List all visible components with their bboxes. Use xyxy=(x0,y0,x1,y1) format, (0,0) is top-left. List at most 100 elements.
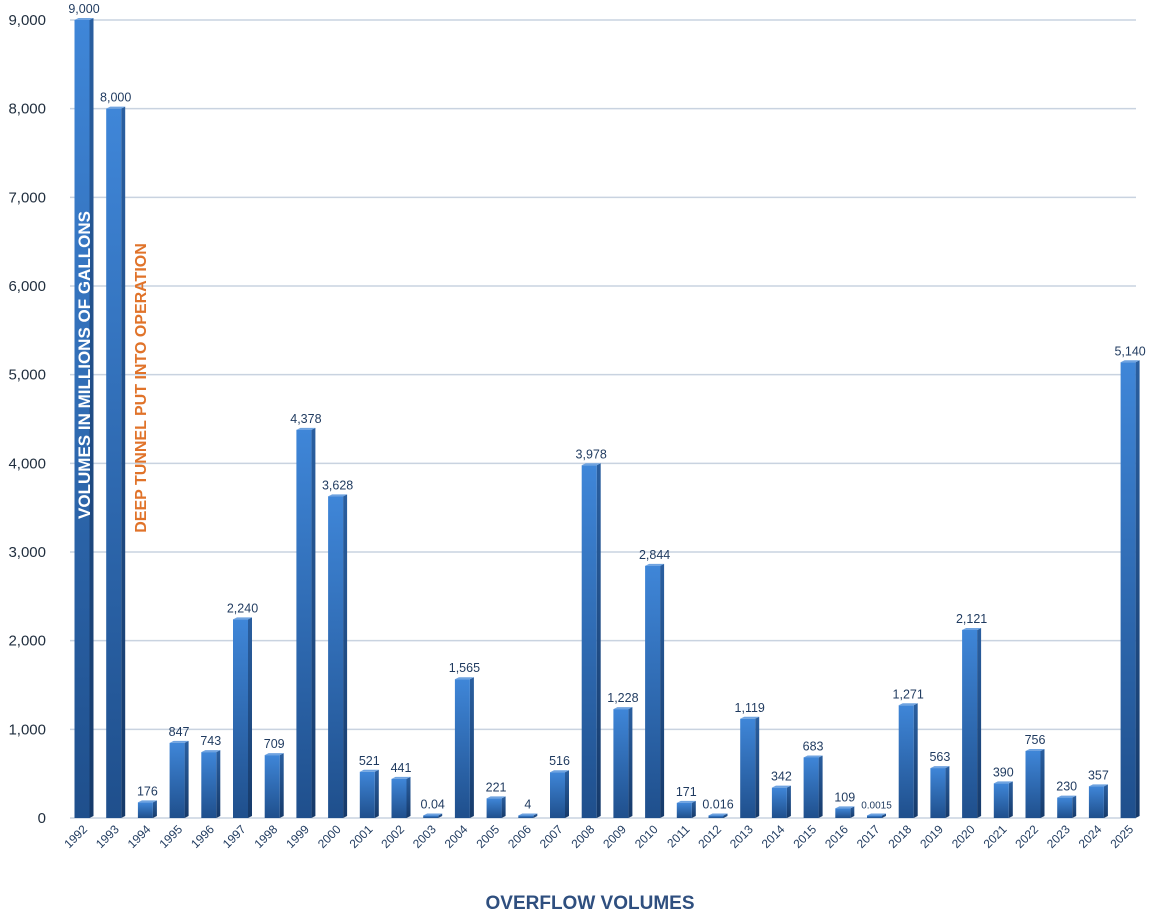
bar-top xyxy=(169,740,189,743)
x-tick-label: 1992 xyxy=(61,822,90,851)
x-tick-label: 1996 xyxy=(188,822,217,851)
bar-front xyxy=(993,783,1009,818)
bar-2012: 0.016 xyxy=(702,798,734,818)
bar-top xyxy=(613,707,633,710)
bar-top xyxy=(835,806,855,809)
bar-side xyxy=(279,753,284,818)
bar-front xyxy=(550,772,565,818)
data-label: 221 xyxy=(486,780,507,794)
y-tick-label: 9,000 xyxy=(8,12,46,29)
bar-front xyxy=(328,496,344,818)
data-label: 1,119 xyxy=(735,701,765,715)
bar-top xyxy=(328,494,348,497)
data-label: 5,140 xyxy=(1114,344,1145,358)
bar-2007: 516 xyxy=(549,754,570,818)
bar-top xyxy=(486,796,506,799)
bar-top xyxy=(518,813,538,816)
bar-front xyxy=(518,815,534,818)
bar-front xyxy=(137,802,153,818)
bar-side xyxy=(945,766,950,818)
x-tick-label: 2015 xyxy=(790,822,819,851)
bar-side xyxy=(216,750,221,818)
bar-top xyxy=(106,106,126,109)
x-tick-label: 2019 xyxy=(917,822,946,851)
x-tick-label: 2002 xyxy=(378,822,407,851)
bar-1996: 743 xyxy=(200,734,221,818)
bar-2024: 357 xyxy=(1088,768,1109,818)
data-label: 3,978 xyxy=(576,447,607,461)
bar-2018: 1,271 xyxy=(893,687,924,818)
bar-top xyxy=(550,770,569,773)
bar-side xyxy=(374,769,379,818)
x-tick-label: 2005 xyxy=(473,822,502,851)
x-tick-label: 2009 xyxy=(600,822,629,851)
x-tick-label: 1998 xyxy=(252,822,281,851)
bar-front xyxy=(771,787,787,818)
bar-front xyxy=(1120,362,1136,818)
bar-top xyxy=(1120,360,1140,363)
x-tick-label: 1993 xyxy=(93,822,122,851)
data-label: 683 xyxy=(803,739,824,753)
bar-front xyxy=(169,742,185,818)
bar-side xyxy=(1072,795,1077,818)
bar-front xyxy=(391,778,407,818)
x-tick-label: 2017 xyxy=(854,822,883,851)
bar-front xyxy=(581,465,597,818)
bar-side xyxy=(913,703,918,818)
data-label: 171 xyxy=(676,785,697,799)
x-tick-label: 1994 xyxy=(125,822,154,851)
data-label: 357 xyxy=(1088,768,1109,782)
x-tick-label: 2007 xyxy=(537,822,566,851)
bar-front xyxy=(201,752,217,818)
bar-2010: 2,844 xyxy=(639,548,670,818)
bar-2020: 2,121 xyxy=(956,612,987,818)
data-label: 0.0015 xyxy=(861,801,892,812)
bar-1997: 2,240 xyxy=(227,601,258,818)
bar-side xyxy=(1103,784,1108,818)
bar-top xyxy=(740,716,760,719)
data-label: 8,000 xyxy=(100,91,131,105)
data-label: 0.016 xyxy=(702,798,733,812)
x-tick-label: 2020 xyxy=(949,822,978,851)
bar-2003: 0.04 xyxy=(421,798,445,818)
bar-side xyxy=(850,806,855,818)
bar-side xyxy=(596,463,601,818)
bar-1993: 8,000 xyxy=(100,91,131,818)
bar-top xyxy=(454,677,474,680)
data-label: 709 xyxy=(264,737,285,751)
bar-side xyxy=(406,776,411,818)
bar-top xyxy=(993,781,1013,784)
bar-side xyxy=(691,800,696,818)
y-tick-label: 2,000 xyxy=(8,633,46,650)
y-tick-label: 1,000 xyxy=(8,721,46,738)
bar-front xyxy=(486,798,502,818)
x-tick-label: 1999 xyxy=(283,822,312,851)
bar-top xyxy=(867,813,886,816)
data-label: 516 xyxy=(549,754,570,768)
y-tick-label: 6,000 xyxy=(8,278,46,295)
y-tick-label: 4,000 xyxy=(8,455,46,472)
x-tick-label: 2001 xyxy=(347,822,376,851)
bar-side xyxy=(311,427,316,818)
x-tick-label: 2008 xyxy=(569,822,598,851)
data-label: 743 xyxy=(200,734,221,748)
bar-front xyxy=(74,20,90,818)
x-tick-label: 2025 xyxy=(1107,822,1136,851)
bar-2013: 1,119 xyxy=(735,701,765,818)
bar-top xyxy=(930,766,950,769)
x-tick-label: 2004 xyxy=(442,822,471,851)
x-tick-label: 2013 xyxy=(727,822,756,851)
bar-side xyxy=(1135,360,1140,818)
data-label: 847 xyxy=(169,725,190,739)
data-label: 563 xyxy=(929,750,950,764)
bar-front xyxy=(233,619,248,818)
bar-front xyxy=(613,709,629,818)
bar-front xyxy=(423,815,439,818)
bar-side xyxy=(152,800,157,818)
y-axis-title: VOLUMES IN MILLIONS OF GALLONS xyxy=(75,211,94,519)
bar-side xyxy=(723,813,728,818)
bar-top xyxy=(233,617,252,620)
bar-side xyxy=(248,617,252,818)
data-label: 176 xyxy=(137,784,158,798)
bar-top xyxy=(898,703,918,706)
